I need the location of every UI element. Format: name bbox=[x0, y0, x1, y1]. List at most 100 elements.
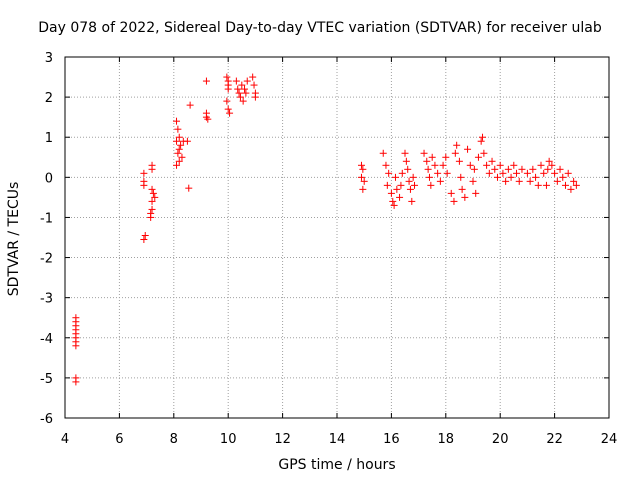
data-point bbox=[357, 173, 365, 181]
y-tick-label: 0 bbox=[45, 171, 53, 186]
data-point bbox=[204, 115, 212, 123]
x-tick-label: 14 bbox=[329, 432, 346, 447]
data-point bbox=[532, 173, 540, 181]
data-point bbox=[379, 149, 387, 157]
x-tick-label: 8 bbox=[170, 432, 178, 447]
data-point bbox=[447, 189, 455, 197]
data-point bbox=[542, 181, 550, 189]
data-point bbox=[202, 77, 210, 85]
data-point bbox=[507, 173, 515, 181]
data-point bbox=[470, 165, 478, 173]
data-point bbox=[451, 149, 459, 157]
data-point bbox=[382, 161, 390, 169]
data-point bbox=[472, 189, 480, 197]
data-point bbox=[390, 201, 398, 209]
x-tick-label: 20 bbox=[492, 432, 509, 447]
data-point bbox=[428, 153, 436, 161]
data-point bbox=[148, 197, 156, 205]
data-point bbox=[223, 73, 231, 81]
data-point bbox=[140, 181, 148, 189]
chart-title: Day 078 of 2022, Sidereal Day-to-day VTE… bbox=[38, 20, 602, 36]
data-point bbox=[513, 169, 521, 177]
data-point bbox=[398, 169, 406, 177]
grid-lines bbox=[65, 57, 609, 418]
data-point bbox=[224, 85, 232, 93]
data-point bbox=[466, 161, 474, 169]
data-point bbox=[455, 157, 463, 165]
data-point bbox=[396, 193, 404, 201]
data-point bbox=[464, 145, 472, 153]
y-tick-label: -6 bbox=[40, 412, 53, 427]
x-tick-label: 12 bbox=[274, 432, 291, 447]
data-point bbox=[387, 189, 395, 197]
data-point bbox=[149, 189, 157, 197]
y-tick-label: -2 bbox=[40, 252, 53, 267]
data-point bbox=[457, 173, 465, 181]
data-point bbox=[359, 185, 367, 193]
data-point bbox=[251, 93, 259, 101]
data-point bbox=[570, 177, 578, 185]
data-point bbox=[427, 181, 435, 189]
data-point bbox=[544, 165, 552, 173]
data-point bbox=[175, 133, 183, 141]
data-point bbox=[453, 141, 461, 149]
data-point bbox=[174, 149, 182, 157]
x-axis-label: GPS time / hours bbox=[278, 457, 396, 473]
data-point bbox=[140, 169, 148, 177]
x-tick-label: 18 bbox=[438, 432, 455, 447]
data-point bbox=[249, 73, 257, 81]
data-point bbox=[177, 141, 185, 149]
data-point bbox=[504, 165, 512, 173]
data-point bbox=[548, 161, 556, 169]
x-tick-label: 22 bbox=[546, 432, 563, 447]
y-tick-label: -3 bbox=[40, 292, 53, 307]
y-tick-label: -1 bbox=[40, 211, 53, 226]
data-point bbox=[408, 197, 416, 205]
data-point bbox=[174, 125, 182, 133]
data-point bbox=[226, 109, 234, 117]
data-point bbox=[420, 149, 428, 157]
data-point bbox=[488, 157, 496, 165]
data-point bbox=[502, 177, 510, 185]
data-point bbox=[559, 173, 567, 181]
data-point bbox=[567, 185, 575, 193]
data-point bbox=[402, 157, 410, 165]
data-point bbox=[474, 153, 482, 161]
data-point bbox=[148, 165, 156, 173]
data-point bbox=[496, 161, 504, 169]
data-point bbox=[510, 161, 518, 169]
y-tick-label: -5 bbox=[40, 372, 53, 387]
data-point bbox=[238, 81, 246, 89]
data-point bbox=[434, 169, 442, 177]
data-point bbox=[537, 161, 545, 169]
data-point bbox=[553, 177, 561, 185]
data-point bbox=[411, 181, 419, 189]
data-point bbox=[393, 185, 401, 193]
data-point bbox=[564, 169, 572, 177]
data-point bbox=[443, 169, 451, 177]
data-point bbox=[424, 165, 432, 173]
data-point bbox=[72, 378, 80, 386]
data-point bbox=[72, 342, 80, 350]
data-point bbox=[140, 236, 148, 244]
data-point bbox=[442, 153, 450, 161]
data-points bbox=[72, 73, 580, 386]
data-point bbox=[431, 161, 439, 169]
x-tick-label: 16 bbox=[383, 432, 400, 447]
data-point bbox=[477, 137, 485, 145]
data-point bbox=[397, 181, 405, 189]
data-point bbox=[483, 161, 491, 169]
data-point bbox=[561, 181, 569, 189]
data-point bbox=[485, 169, 493, 177]
data-point bbox=[141, 231, 149, 239]
data-point bbox=[242, 89, 250, 97]
data-point bbox=[480, 149, 488, 157]
data-point bbox=[360, 177, 368, 185]
data-point bbox=[178, 153, 186, 161]
data-point bbox=[185, 184, 193, 192]
data-point bbox=[232, 77, 240, 85]
data-point bbox=[183, 137, 191, 145]
data-point bbox=[383, 181, 391, 189]
